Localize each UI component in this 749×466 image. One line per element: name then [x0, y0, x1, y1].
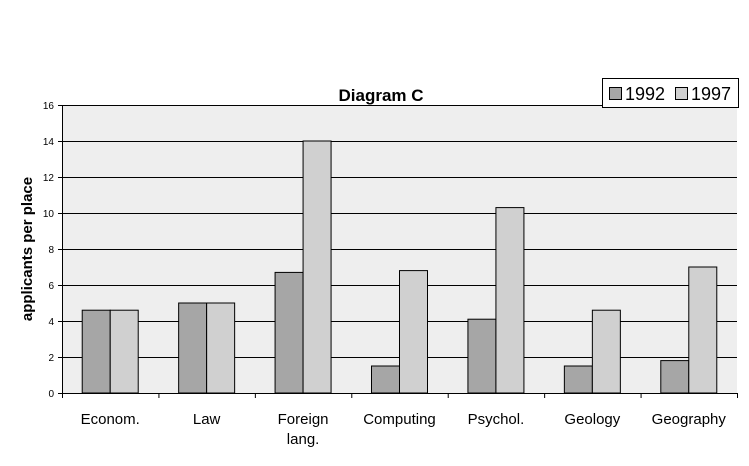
axes-layer — [62, 105, 738, 398]
bars-layer — [81, 140, 718, 394]
bar-1997-3 — [399, 270, 428, 394]
x-category-label-0: Econom. — [81, 411, 140, 428]
y-tick-label-10: 10 — [43, 209, 55, 220]
x-category-label-2: Foreign lang. — [278, 411, 329, 448]
bar-1992-1 — [178, 302, 208, 394]
bar-1997-6 — [688, 266, 718, 394]
legend-swatch-1997 — [675, 87, 688, 100]
bar-1997-0 — [109, 309, 139, 394]
x-category-label-1: Law — [193, 411, 221, 428]
legend-swatch-1992 — [609, 87, 622, 100]
y-tick-label-6: 6 — [48, 281, 54, 292]
y-tick-label-12: 12 — [43, 173, 55, 184]
y-axis-label: applicants per place — [19, 177, 36, 321]
x-category-label-4: Psychol. — [468, 411, 525, 428]
bar-1997-1 — [206, 302, 236, 394]
bar-1992-6 — [660, 360, 690, 394]
x-category-label-6: Geography — [652, 411, 727, 428]
bar-1992-4 — [467, 318, 497, 394]
bar-1992-5 — [563, 365, 593, 394]
y-tick-label-2: 2 — [48, 353, 54, 364]
legend: 1992 1997 — [602, 78, 739, 108]
bar-1997-5 — [591, 309, 621, 394]
bar-1992-0 — [81, 309, 111, 394]
y-tick-label-14: 14 — [43, 137, 55, 148]
chart-title: Diagram C — [338, 86, 423, 105]
bar-1997-4 — [495, 207, 525, 394]
bar-1997-2 — [302, 140, 332, 394]
y-tick-label-16: 16 — [43, 101, 55, 112]
bar-1992-3 — [371, 365, 400, 394]
category-labels: Econom. Law Foreign lang. Computing Psychol. G… — [81, 411, 727, 448]
legend-label-1992: 1992 — [625, 84, 665, 104]
y-tick-labels: 0 2 4 6 8 10 12 14 16 — [43, 101, 62, 400]
y-tick-label-8: 8 — [48, 245, 54, 256]
legend-label-1997: 1997 — [691, 84, 731, 104]
bar-1992-2 — [274, 271, 304, 394]
y-tick-label-4: 4 — [48, 317, 54, 328]
x-category-label-5: Geology — [564, 411, 620, 428]
x-category-label-3: Computing — [363, 411, 436, 428]
y-tick-label-0: 0 — [48, 389, 54, 400]
legend-box — [602, 78, 739, 108]
